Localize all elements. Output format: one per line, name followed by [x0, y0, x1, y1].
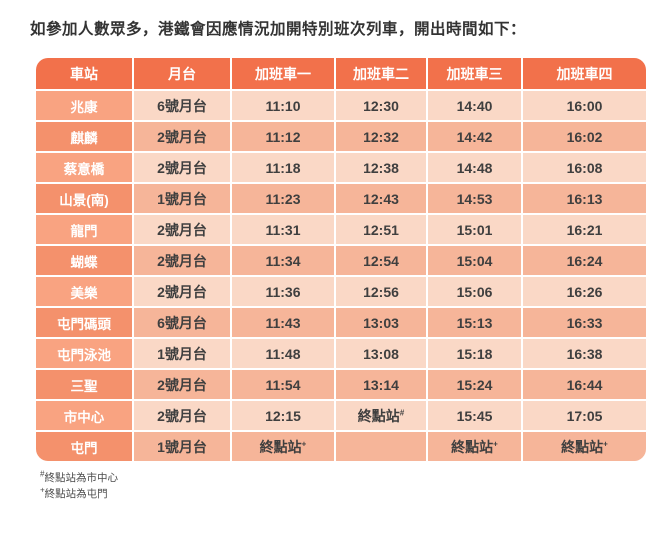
time-cell: 15:04: [428, 246, 521, 275]
time-cell: 16:24: [523, 246, 646, 275]
time-cell: 16:00: [523, 91, 646, 120]
platform-cell: 6號月台: [134, 91, 230, 120]
schedule-table: 車站 月台 加班車一 加班車二 加班車三 加班車四 兆康 6號月台 11:10 12:…: [36, 58, 646, 461]
time-cell: 終點站#: [336, 401, 426, 430]
station-cell: 三聖: [36, 370, 132, 399]
station-cell: 山景(南): [36, 184, 132, 213]
time-cell: 12:30: [336, 91, 426, 120]
footnotes: #終點站為市中心 +終點站為屯門: [40, 469, 670, 501]
platform-cell: 2號月台: [134, 401, 230, 430]
time-cell: 16:38: [523, 339, 646, 368]
table-row: 兆康 6號月台 11:10 12:30 14:40 16:00: [36, 91, 646, 120]
footnote-1: #終點站為市中心: [40, 469, 118, 484]
col-header-extra-train-2: 加班車二: [336, 58, 426, 89]
time-cell: 11:23: [232, 184, 334, 213]
time-cell: 15:06: [428, 277, 521, 306]
time-cell: 11:18: [232, 153, 334, 182]
table-row: 三聖 2號月台 11:54 13:14 15:24 16:44: [36, 370, 646, 399]
station-cell: 屯門泳池: [36, 339, 132, 368]
station-cell: 美樂: [36, 277, 132, 306]
table-row: 蔡意橋 2號月台 11:18 12:38 14:48 16:08: [36, 153, 646, 182]
station-cell: 蝴蝶: [36, 246, 132, 275]
col-header-extra-train-1: 加班車一: [232, 58, 334, 89]
station-cell: 屯門: [36, 432, 132, 461]
time-cell: 12:51: [336, 215, 426, 244]
time-cell: 12:56: [336, 277, 426, 306]
time-cell: 16:33: [523, 308, 646, 337]
table-row: 屯門泳池 1號月台 11:48 13:08 15:18 16:38: [36, 339, 646, 368]
time-cell: 16:26: [523, 277, 646, 306]
station-cell: 屯門碼頭: [36, 308, 132, 337]
time-cell: 13:03: [336, 308, 426, 337]
col-header-station: 車站: [36, 58, 132, 89]
platform-cell: 2號月台: [134, 370, 230, 399]
time-cell: 12:43: [336, 184, 426, 213]
table-row: 屯門 1號月台 終點站+ 終點站+ 終點站+: [36, 432, 646, 461]
time-cell: 終點站+: [428, 432, 521, 461]
table-row: 龍門 2號月台 11:31 12:51 15:01 16:21: [36, 215, 646, 244]
time-cell: 15:45: [428, 401, 521, 430]
time-cell: 11:12: [232, 122, 334, 151]
time-cell: 16:21: [523, 215, 646, 244]
col-header-platform: 月台: [134, 58, 230, 89]
time-cell: 16:13: [523, 184, 646, 213]
table-row: 屯門碼頭 6號月台 11:43 13:03 15:13 16:33: [36, 308, 646, 337]
time-cell: 15:24: [428, 370, 521, 399]
time-cell: 14:40: [428, 91, 521, 120]
table-body: 兆康 6號月台 11:10 12:30 14:40 16:00 麒麟 2號月台 11:12 12:…: [36, 91, 646, 461]
train-schedule-table: 車站 月台 加班車一 加班車二 加班車三 加班車四 兆康 6號月台 11:10 12:…: [36, 58, 646, 461]
time-cell: 17:05: [523, 401, 646, 430]
time-cell: 11:34: [232, 246, 334, 275]
time-cell: 終點站+: [232, 432, 334, 461]
page-title: 如參加人數眾多，港鐵會因應情況加開特別班次列車，開出時間如下：: [30, 21, 527, 38]
platform-cell: 6號月台: [134, 308, 230, 337]
table-row: 麒麟 2號月台 11:12 12:32 14:42 16:02: [36, 122, 646, 151]
time-cell: 14:53: [428, 184, 521, 213]
time-cell: 16:08: [523, 153, 646, 182]
footnote-2: +終點站為屯門: [40, 485, 108, 501]
table-row: 美樂 2號月台 11:36 12:56 15:06 16:26: [36, 277, 646, 306]
time-cell: 11:31: [232, 215, 334, 244]
col-header-extra-train-4: 加班車四: [523, 58, 646, 89]
col-header-extra-train-3: 加班車三: [428, 58, 521, 89]
platform-cell: 2號月台: [134, 246, 230, 275]
time-cell: 16:02: [523, 122, 646, 151]
station-cell: 龍門: [36, 215, 132, 244]
time-cell: 12:32: [336, 122, 426, 151]
platform-cell: 1號月台: [134, 184, 230, 213]
platform-cell: 2號月台: [134, 215, 230, 244]
time-cell: 13:08: [336, 339, 426, 368]
platform-cell: 2號月台: [134, 153, 230, 182]
time-cell: 11:36: [232, 277, 334, 306]
page: 如參加人數眾多，港鐵會因應情況加開特別班次列車，開出時間如下： 車站 月台 加班…: [0, 17, 670, 501]
time-cell: 14:48: [428, 153, 521, 182]
time-cell: 11:54: [232, 370, 334, 399]
header-row: 車站 月台 加班車一 加班車二 加班車三 加班車四: [36, 58, 646, 89]
time-cell: 12:54: [336, 246, 426, 275]
time-cell: 14:42: [428, 122, 521, 151]
time-cell: 15:13: [428, 308, 521, 337]
time-cell: 11:48: [232, 339, 334, 368]
time-cell: 16:44: [523, 370, 646, 399]
time-cell: 13:14: [336, 370, 426, 399]
platform-cell: 1號月台: [134, 339, 230, 368]
station-cell: 兆康: [36, 91, 132, 120]
station-cell: 蔡意橋: [36, 153, 132, 182]
table-row: 蝴蝶 2號月台 11:34 12:54 15:04 16:24: [36, 246, 646, 275]
time-cell: 終點站+: [523, 432, 646, 461]
table-row: 市中心 2號月台 12:15 終點站# 15:45 17:05: [36, 401, 646, 430]
station-cell: 市中心: [36, 401, 132, 430]
time-cell: 11:10: [232, 91, 334, 120]
time-cell: 11:43: [232, 308, 334, 337]
platform-cell: 1號月台: [134, 432, 230, 461]
time-cell: 15:01: [428, 215, 521, 244]
station-cell: 麒麟: [36, 122, 132, 151]
table-row: 山景(南) 1號月台 11:23 12:43 14:53 16:13: [36, 184, 646, 213]
platform-cell: 2號月台: [134, 122, 230, 151]
time-cell: 12:38: [336, 153, 426, 182]
platform-cell: 2號月台: [134, 277, 230, 306]
time-cell: 12:15: [232, 401, 334, 430]
time-cell: 15:18: [428, 339, 521, 368]
time-cell: [336, 432, 426, 461]
